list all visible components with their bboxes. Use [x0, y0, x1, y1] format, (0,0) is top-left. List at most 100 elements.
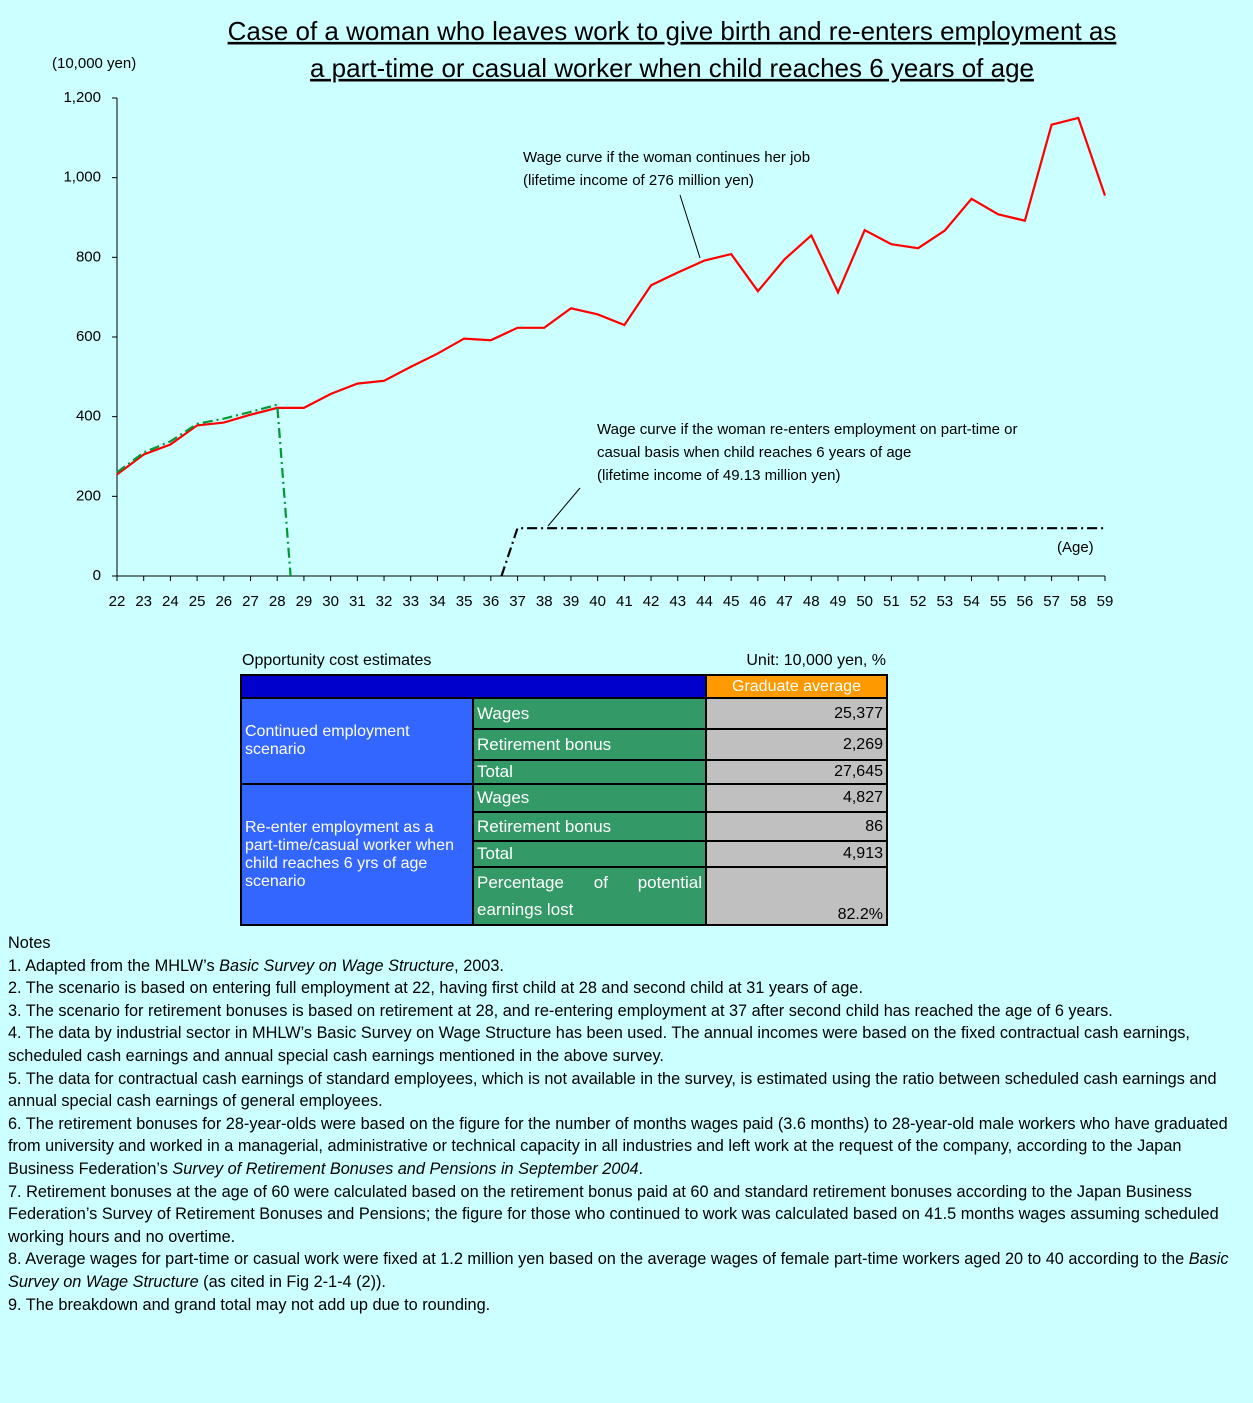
group-cell: Re-enter employment as a part-time/casua…	[240, 783, 474, 926]
chart-title: Case of a woman who leaves work to give …	[228, 16, 1117, 46]
annotation-leader	[679, 194, 701, 259]
x-tick-label: 59	[1097, 593, 1114, 610]
x-tick-label: 29	[296, 593, 313, 610]
note-text: 5. The data for contractual cash earning…	[8, 1069, 1217, 1111]
y-tick-label: 800	[76, 248, 101, 265]
note: 6. The retirement bonuses for 28-year-ol…	[8, 1113, 1248, 1181]
row-label: Wages	[472, 697, 707, 730]
x-tick-label: 45	[723, 593, 740, 610]
note-text: , 2003.	[454, 956, 504, 975]
x-tick-label: 36	[482, 593, 499, 610]
y-tick-label: 200	[76, 487, 101, 504]
table-row: Total 27,645	[241, 759, 888, 785]
x-tick-label: 40	[589, 593, 606, 610]
header-cell	[240, 674, 707, 699]
series-line	[116, 403, 292, 577]
x-axis-unit: (Age)	[1057, 539, 1094, 556]
row-value: 2,269	[705, 728, 888, 761]
chart-title: a part-time or casual worker when child …	[310, 53, 1034, 83]
x-tick-label: 26	[215, 593, 232, 610]
x-tick-label: 41	[616, 593, 633, 610]
row-value: 27,645	[705, 759, 888, 785]
note-text: 7. Retirement bonuses at the age of 60 w…	[8, 1182, 1219, 1246]
row-value: 4,913	[705, 840, 888, 868]
header-cell: Graduate average	[705, 674, 888, 699]
series-line	[116, 116, 1107, 476]
note-text: 8. Average wages for part-time or casual…	[8, 1250, 1189, 1269]
annotation: (lifetime income of 276 million yen)	[523, 172, 754, 189]
row-label: Retirement bonus	[472, 728, 707, 761]
note: 3. The scenario for retirement bonuses i…	[8, 1000, 1248, 1023]
row-label: Retirement bonus	[472, 811, 707, 842]
x-tick-label: 32	[376, 593, 393, 610]
note-text: (as cited in Fig 2-1-4 (2)).	[198, 1272, 386, 1291]
x-tick-label: 37	[509, 593, 526, 610]
x-tick-label: 46	[750, 593, 767, 610]
notes: Notes 1. Adapted from the MHLW’s Basic S…	[8, 932, 1248, 1316]
x-tick-label: 54	[963, 593, 980, 610]
table-caption-row: Opportunity cost estimates Unit: 10,000 …	[240, 652, 888, 674]
table-caption: Opportunity cost estimates	[242, 652, 432, 669]
note-text: Basic Survey on Wage Structure	[8, 1250, 1229, 1291]
annotation: Wage curve if the woman re-enters employ…	[597, 421, 1017, 438]
x-tick-label: 56	[1017, 593, 1034, 610]
table-row: Total 4,913	[241, 840, 888, 868]
note: 5. The data for contractual cash earning…	[8, 1068, 1248, 1113]
note-text: Survey of Retirement Bonuses and Pension…	[172, 1159, 639, 1178]
annotation: (lifetime income of 49.13 million yen)	[597, 467, 840, 484]
row-label: Wages	[472, 783, 707, 813]
x-tick-label: 42	[643, 593, 660, 610]
x-tick-label: 34	[429, 593, 446, 610]
note-text: 6. The retirement bonuses for 28-year-ol…	[8, 1114, 1228, 1178]
note-text: 9. The breakdown and grand total may not…	[8, 1295, 491, 1314]
row-label: Total	[472, 840, 707, 868]
note-text: 2. The scenario is based on entering ful…	[8, 979, 863, 998]
row-label: Total	[472, 759, 707, 785]
note: 4. The data by industrial sector in MHLW…	[8, 1022, 1248, 1067]
x-tick-label: 51	[883, 593, 900, 610]
table-unit: Unit: 10,000 yen, %	[746, 652, 886, 669]
x-tick-label: 28	[269, 593, 286, 610]
x-tick-label: 38	[536, 593, 553, 610]
annotation: Wage curve if the woman continues her jo…	[523, 149, 810, 166]
table-header-row: Graduate average	[240, 674, 888, 699]
row-value: 25,377	[705, 697, 888, 730]
row-value: 4,827	[705, 783, 888, 813]
note-text: 4. The data by industrial sector in MHLW…	[8, 1024, 1190, 1065]
x-tick-label: 22	[109, 593, 126, 610]
x-tick-label: 58	[1070, 593, 1087, 610]
x-tick-label: 55	[990, 593, 1007, 610]
x-tick-label: 39	[563, 593, 580, 610]
table-row: Percentage of potential earnings lost 82.…	[241, 866, 888, 926]
y-tick-label: 0	[93, 567, 101, 584]
table-row: Retirement bonus 2,269	[241, 728, 888, 761]
annotation: casual basis when child reaches 6 years …	[597, 444, 911, 461]
table-row: Continued employment scenario Wages 25,377	[240, 697, 888, 785]
y-axis-unit: (10,000 yen)	[52, 55, 136, 72]
row-value: 86	[705, 811, 888, 842]
x-tick-label: 30	[322, 593, 339, 610]
x-tick-label: 52	[910, 593, 927, 610]
y-tick-label: 1,200	[63, 89, 101, 106]
notes-title: Notes	[8, 934, 51, 952]
x-tick-label: 50	[856, 593, 873, 610]
annotation-leader	[547, 487, 581, 527]
note-text: Basic Survey on Wage Structure	[219, 956, 455, 975]
x-tick-label: 48	[803, 593, 820, 610]
note-text: 1. Adapted from the MHLW’s	[8, 956, 220, 975]
series-line	[500, 527, 1105, 577]
x-tick-label: 24	[162, 593, 179, 610]
table: Graduate average Continued employment sc…	[240, 674, 888, 926]
x-tick-label: 47	[776, 593, 793, 610]
x-tick-label: 25	[189, 593, 206, 610]
x-tick-label: 33	[402, 593, 419, 610]
row-label: Percentage of potential earnings lost	[472, 866, 707, 926]
x-tick-label: 35	[456, 593, 473, 610]
x-tick-label: 27	[242, 593, 259, 610]
x-tick-label: 23	[135, 593, 152, 610]
note: 7. Retirement bonuses at the age of 60 w…	[8, 1181, 1248, 1249]
x-tick-label: 49	[830, 593, 847, 610]
table-block: Opportunity cost estimates Unit: 10,000 …	[240, 652, 888, 926]
y-tick-label: 1,000	[63, 169, 101, 186]
